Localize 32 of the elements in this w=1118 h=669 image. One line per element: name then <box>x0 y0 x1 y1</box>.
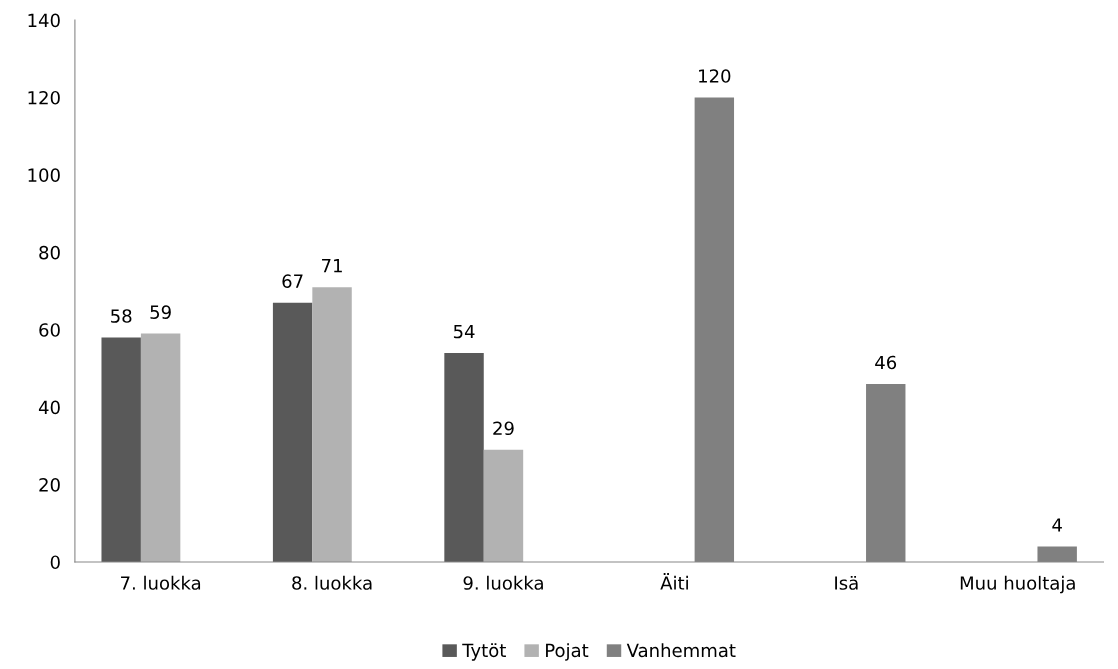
data-label: 71 <box>322 259 342 273</box>
data-label: 29 <box>493 421 514 436</box>
x-tick-label: 8. luokka <box>292 575 372 590</box>
legend-label: Pojat <box>546 643 589 661</box>
bar <box>444 352 484 562</box>
y-tick-label: 140 <box>28 13 60 28</box>
data-label: 58 <box>111 309 132 323</box>
x-tick-label: Muu huoltaja <box>960 575 1075 594</box>
data-label: 67 <box>282 274 303 289</box>
legend-label: Vanhemmat <box>626 643 736 658</box>
data-label: 59 <box>150 305 171 319</box>
x-tick-label: Äiti <box>660 573 688 590</box>
bar <box>483 449 524 562</box>
data-label: 46 <box>875 355 897 370</box>
legend-label: Tytöt <box>462 643 506 661</box>
y-tick-label: 100 <box>28 168 60 183</box>
y-tick-label: 40 <box>38 400 60 415</box>
bar <box>312 287 352 562</box>
data-label: 4 <box>1052 518 1062 532</box>
data-label: 120 <box>699 69 731 83</box>
y-tick-label: 80 <box>39 245 60 260</box>
bar <box>140 333 181 562</box>
x-tick-label: 9. luokka <box>463 575 543 590</box>
x-tick-label: Isä <box>835 575 858 590</box>
y-tick-label: 20 <box>39 478 60 492</box>
bar <box>101 337 141 562</box>
bar <box>272 302 313 562</box>
y-tick-label: 60 <box>39 323 60 337</box>
data-label: 54 <box>453 324 475 339</box>
y-tick-label: 120 <box>28 90 60 105</box>
y-tick-label: 0 <box>50 555 60 570</box>
x-tick-label: 7. luokka <box>121 575 201 590</box>
